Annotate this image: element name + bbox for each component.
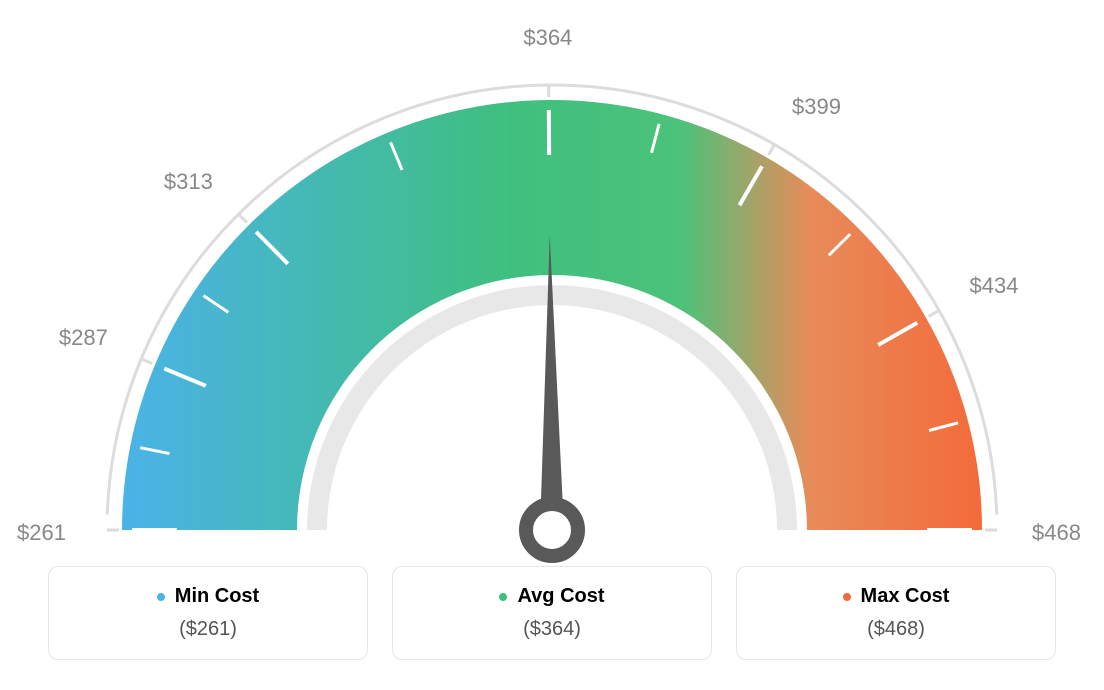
legend-label-avg: Avg Cost: [517, 585, 604, 608]
legend-dot-min: [157, 593, 165, 601]
legend-dot-max: [843, 593, 851, 601]
legend-avg-cost: Avg Cost ($364): [392, 566, 712, 660]
gauge-tick-label: $287: [59, 325, 108, 351]
gauge-svg: [0, 0, 1104, 580]
gauge-tick-label: $399: [792, 94, 841, 120]
legend-value-avg: ($364): [393, 618, 711, 641]
gauge-tick-label: $468: [1032, 520, 1081, 546]
legend-value-max: ($468): [737, 618, 1055, 641]
legend-min-cost: Min Cost ($261): [48, 566, 368, 660]
cost-gauge-chart: $261 $287 $313 $364 $399 $434 $468: [0, 0, 1104, 585]
gauge-tick-label: $434: [970, 273, 1019, 299]
legend-max-cost: Max Cost ($468): [736, 566, 1056, 660]
legend-value-min: ($261): [49, 618, 367, 641]
legend-dot-avg: [499, 593, 507, 601]
legend-label-max: Max Cost: [861, 585, 950, 608]
gauge-tick-label: $364: [523, 25, 572, 51]
gauge-tick-label: $261: [17, 520, 66, 546]
legend-label-min: Min Cost: [175, 585, 259, 608]
legend-row: Min Cost ($261) Avg Cost ($364) Max Cost…: [48, 566, 1056, 660]
gauge-tick-label: $313: [164, 169, 213, 195]
